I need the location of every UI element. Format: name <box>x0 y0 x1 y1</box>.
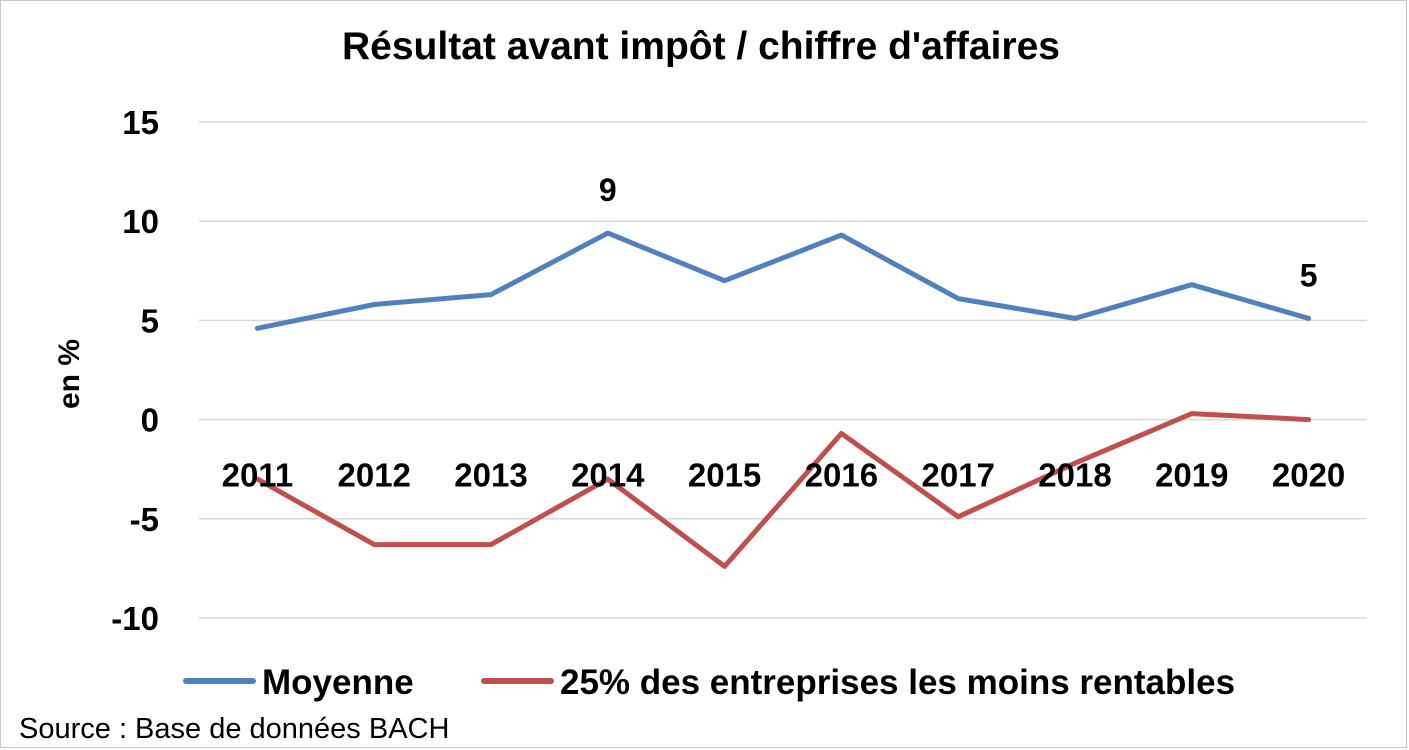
y-tick-label: 10 <box>122 203 159 240</box>
x-tick-label: 2012 <box>337 457 410 494</box>
y-tick-label: 0 <box>141 402 159 439</box>
y-tick-label: -5 <box>130 501 159 538</box>
x-tick-label: 2020 <box>1272 457 1345 494</box>
data-label: 5 <box>1300 257 1318 293</box>
x-tick-label: 2011 <box>222 457 294 494</box>
legend-label-low25: 25% des entreprises les moins rentables <box>560 663 1235 702</box>
y-axis-ticks: 15 10 5 0 -5 -10 <box>111 104 159 637</box>
legend-label-moyenne: Moyenne <box>262 663 414 702</box>
series-line-moyenne <box>254 230 1312 331</box>
series-line-low25 <box>254 411 1312 569</box>
data-labels: 95 <box>599 172 1318 293</box>
x-tick-label: 2014 <box>571 457 645 494</box>
series-lines <box>254 230 1312 569</box>
x-tick-label: 2016 <box>805 457 878 494</box>
x-tick-label: 2019 <box>1155 457 1228 494</box>
gridlines <box>199 121 1367 619</box>
x-tick-label: 2013 <box>454 457 527 494</box>
x-tick-label: 2017 <box>921 457 994 494</box>
source-note: Source : Base de données BACH <box>19 713 450 745</box>
chart-title: Résultat avant impôt / chiffre d'affaire… <box>342 25 1060 68</box>
y-tick-label: -10 <box>111 600 159 637</box>
data-label: 9 <box>599 172 617 208</box>
x-tick-label: 2018 <box>1038 457 1111 494</box>
y-tick-label: 15 <box>122 104 159 141</box>
y-tick-label: 5 <box>141 302 159 339</box>
x-axis-ticks: 2011 2012 2013 2014 2015 2016 2017 2018 2019 2020 <box>222 457 1346 494</box>
legend: Moyenne 25% des entreprises les moins re… <box>183 663 1235 702</box>
x-tick-label: 2015 <box>688 457 761 494</box>
y-axis-label: en % <box>53 339 86 409</box>
